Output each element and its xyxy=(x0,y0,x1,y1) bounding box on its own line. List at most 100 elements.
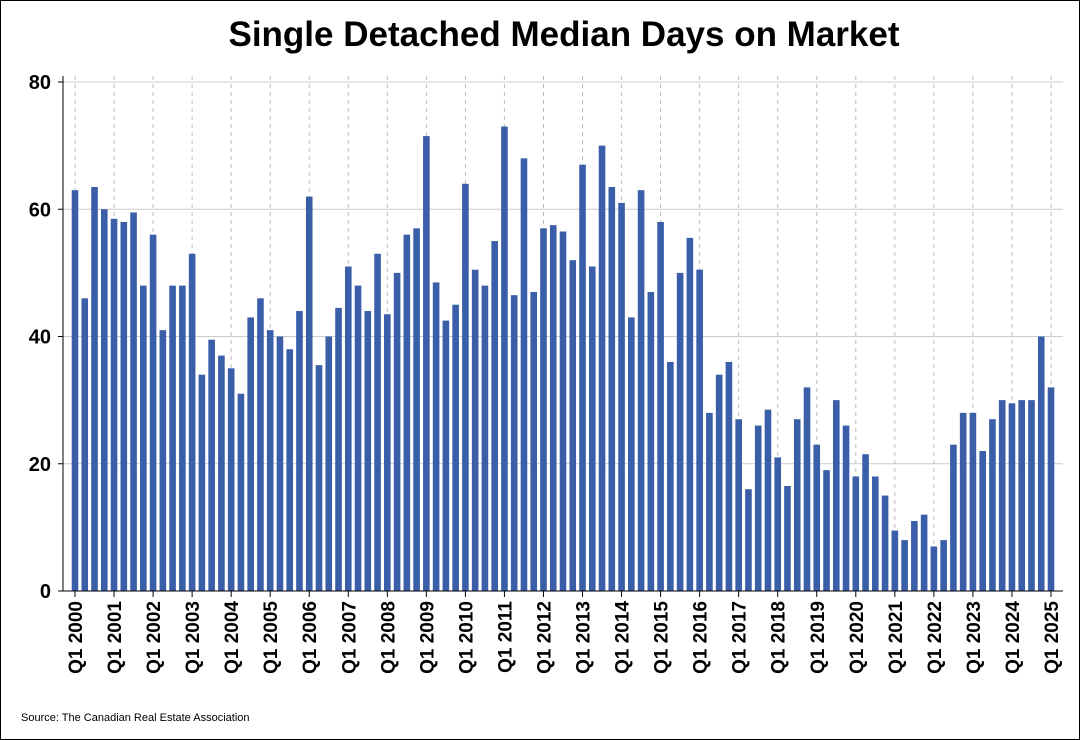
y-tick-label: 40 xyxy=(29,327,51,349)
source-note: Source: The Canadian Real Estate Associa… xyxy=(21,712,250,724)
x-tick-label: Q1 2000 xyxy=(66,601,87,674)
x-tick-label: Q1 2014 xyxy=(613,601,634,674)
bar xyxy=(940,540,947,591)
bar xyxy=(335,307,342,591)
bar xyxy=(1018,400,1026,591)
bar xyxy=(520,158,528,591)
bar xyxy=(1028,400,1035,591)
x-tick-label: Q1 2019 xyxy=(808,601,829,674)
bar xyxy=(774,457,782,591)
bar xyxy=(218,355,225,591)
bar xyxy=(754,425,762,591)
x-tick-label: Q1 2002 xyxy=(144,601,165,674)
bar xyxy=(198,374,206,591)
bar xyxy=(706,412,713,591)
bar xyxy=(296,311,303,591)
bar xyxy=(71,190,79,591)
bar xyxy=(315,365,323,591)
x-tick-label: Q1 2012 xyxy=(534,601,555,674)
bar xyxy=(432,282,440,591)
bar xyxy=(911,521,918,591)
bar xyxy=(950,444,957,591)
bar xyxy=(823,470,830,591)
bar xyxy=(998,400,1006,591)
bar xyxy=(188,253,196,591)
bar xyxy=(120,221,128,591)
bar xyxy=(608,186,616,591)
bar xyxy=(266,330,274,591)
y-tick-label: 20 xyxy=(29,454,51,476)
bar xyxy=(920,514,928,591)
bar xyxy=(872,476,879,591)
bar xyxy=(501,126,508,591)
bar xyxy=(286,349,294,591)
x-tick-label: Q1 2018 xyxy=(769,601,790,674)
x-tick-label: Q1 2016 xyxy=(691,601,712,674)
bar xyxy=(813,444,821,591)
bar xyxy=(130,212,137,591)
bar xyxy=(715,374,723,591)
x-tick-labels: Q1 2000 Q1 2001 Q1 2002 Q1 2003 Q1 2004 Q1 20… xyxy=(66,601,1063,674)
bar xyxy=(569,260,577,591)
bar xyxy=(667,361,674,591)
x-tick-label: Q1 2011 xyxy=(495,601,516,673)
bar xyxy=(540,228,547,591)
x-tick-label: Q1 2001 xyxy=(105,601,126,674)
bar xyxy=(735,419,742,591)
bar xyxy=(462,183,469,592)
bar xyxy=(1008,403,1016,591)
bar xyxy=(686,237,694,591)
bar xyxy=(159,330,167,591)
bar xyxy=(481,285,489,591)
bar xyxy=(647,291,655,591)
bar xyxy=(696,269,703,591)
x-tick-label: Q1 2025 xyxy=(1042,601,1063,674)
bar xyxy=(140,285,147,591)
bar xyxy=(1047,387,1055,591)
bar xyxy=(598,145,606,591)
bar xyxy=(637,190,645,591)
bar xyxy=(559,231,567,592)
bar xyxy=(257,298,264,591)
x-tick-label: Q1 2013 xyxy=(574,601,595,674)
x-tick-label: Q1 2009 xyxy=(417,601,438,674)
x-tick-label: Q1 2020 xyxy=(847,601,868,674)
bar xyxy=(403,234,411,591)
bar xyxy=(91,186,98,591)
bar xyxy=(793,419,801,591)
x-tick-label: Q1 2007 xyxy=(339,601,360,674)
bar xyxy=(979,451,986,591)
bar xyxy=(81,298,89,591)
bar xyxy=(764,409,772,591)
bar xyxy=(491,241,498,591)
bar xyxy=(959,412,967,591)
bar xyxy=(803,387,811,591)
bar xyxy=(530,291,538,591)
x-tick-label: Q1 2003 xyxy=(183,601,204,674)
y-tick-labels: 0 20 40 60 80 xyxy=(29,72,51,603)
bar xyxy=(832,400,840,591)
y-tick-label: 60 xyxy=(29,199,51,221)
bar xyxy=(208,339,215,591)
bar xyxy=(149,234,157,591)
bar xyxy=(100,209,108,591)
bar xyxy=(852,476,860,591)
bar xyxy=(237,393,245,591)
x-tick-label: Q1 2017 xyxy=(730,601,751,674)
bar xyxy=(657,221,664,591)
bar xyxy=(628,317,635,591)
bar xyxy=(305,196,313,591)
bar xyxy=(1037,336,1045,591)
bar xyxy=(110,218,118,591)
bar xyxy=(881,495,889,591)
axes xyxy=(58,76,1063,597)
bar xyxy=(989,419,996,591)
bar xyxy=(510,295,518,591)
bar xyxy=(247,317,254,591)
bar xyxy=(413,228,420,591)
bar xyxy=(452,304,459,591)
x-tick-label: Q1 2022 xyxy=(925,601,946,674)
bar xyxy=(393,272,401,591)
